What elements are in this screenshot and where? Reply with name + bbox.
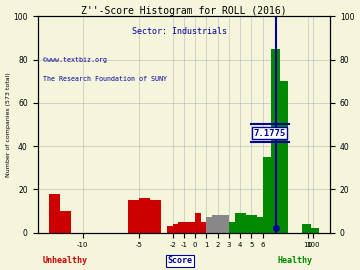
- Bar: [280, 81, 288, 232]
- Text: ©www.textbiz.org: ©www.textbiz.org: [44, 57, 107, 63]
- Bar: [189, 222, 195, 232]
- Bar: [235, 213, 240, 232]
- Bar: [229, 222, 235, 232]
- Bar: [178, 222, 184, 232]
- Bar: [49, 194, 60, 232]
- Text: Unhealthy: Unhealthy: [42, 256, 87, 265]
- Text: Healthy: Healthy: [278, 256, 313, 265]
- Bar: [150, 200, 161, 232]
- Bar: [246, 215, 251, 232]
- Bar: [212, 215, 218, 232]
- Text: Sector: Industrials: Sector: Industrials: [132, 27, 228, 36]
- Bar: [184, 222, 189, 232]
- Bar: [271, 49, 280, 232]
- Bar: [218, 215, 223, 232]
- Bar: [173, 224, 178, 232]
- Bar: [127, 200, 139, 232]
- Text: Score: Score: [167, 256, 193, 265]
- Text: The Research Foundation of SUNY: The Research Foundation of SUNY: [44, 76, 167, 82]
- Bar: [302, 224, 311, 232]
- Bar: [60, 211, 71, 232]
- Bar: [139, 198, 150, 232]
- Bar: [240, 213, 246, 232]
- Bar: [201, 222, 206, 232]
- Bar: [167, 226, 173, 232]
- Bar: [311, 228, 319, 232]
- Bar: [206, 217, 212, 232]
- Title: Z''-Score Histogram for ROLL (2016): Z''-Score Histogram for ROLL (2016): [81, 6, 287, 16]
- Y-axis label: Number of companies (573 total): Number of companies (573 total): [5, 72, 10, 177]
- Bar: [263, 157, 271, 232]
- Bar: [195, 213, 201, 232]
- Text: 7.1775: 7.1775: [254, 129, 286, 138]
- Bar: [251, 215, 257, 232]
- Bar: [257, 217, 263, 232]
- Bar: [223, 215, 229, 232]
